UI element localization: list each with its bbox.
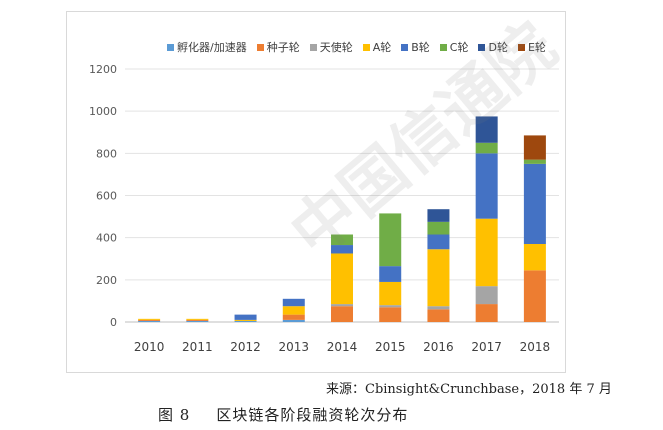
bar-2015-3 (379, 281, 402, 306)
bar-2016-2 (427, 306, 450, 310)
bar-2012-4 (234, 314, 257, 320)
x-tick-label-2017: 2017 (471, 340, 502, 354)
legend-swatch-2 (309, 43, 317, 51)
legend-item-1: 种子轮 (256, 39, 300, 55)
legend-swatch-1 (256, 43, 264, 51)
x-tick-label-2012: 2012 (230, 340, 261, 354)
bar-2011-3 (186, 318, 209, 320)
bar-2015-4 (379, 266, 402, 282)
y-tick-label-1000: 1000 (89, 105, 117, 118)
bar-2011-0 (186, 320, 209, 322)
legend-label-5: C轮 (449, 41, 469, 54)
chart-legend: 孵化器/加速器 种子轮 天使轮 A轮 B轮 C轮 D轮 E轮 (167, 39, 546, 55)
bar-2016-4 (427, 234, 450, 250)
legend-label-0: 孵化器/加速器 (177, 41, 247, 54)
bar-2016-5 (427, 221, 450, 235)
legend-item-6: D轮 (478, 39, 508, 55)
x-tick-label-2014: 2014 (327, 340, 358, 354)
bar-2010-1 (138, 319, 161, 321)
x-tick-label-2013: 2013 (279, 340, 310, 354)
bar-2014-5 (331, 234, 353, 246)
legend-swatch-4 (401, 43, 409, 51)
legend-swatch-7 (517, 43, 525, 51)
legend-label-6: D轮 (488, 41, 508, 54)
bar-2014-4 (331, 245, 353, 254)
figure-caption: 图 8 区块链各阶段融资轮次分布 (158, 404, 408, 425)
y-tick-label-0: 0 (110, 316, 117, 329)
source-note: 来源：Cbinsight&Crunchbase，2018 年 7 月 (326, 382, 612, 397)
stacked-bar-chart: 0 200 400 600 800 1000 1200 2010 2011 2012 2013 201… (89, 63, 559, 354)
bar-2018-1 (523, 270, 546, 322)
legend-item-4: B轮 (401, 39, 430, 55)
bar-2014-2 (331, 304, 353, 307)
bar-2015-1 (379, 307, 402, 322)
bar-2012-0 (234, 320, 257, 322)
x-tick-label-2016: 2016 (423, 340, 454, 354)
legend-label-4: B轮 (411, 41, 430, 54)
bar-2016-6 (427, 209, 450, 222)
bar-2017-5 (475, 142, 498, 154)
bar-2017-1 (475, 304, 498, 322)
bar-2017-4 (475, 153, 498, 219)
bar-2014-3 (331, 253, 353, 305)
legend-label-7: E轮 (527, 41, 546, 54)
bar-2010-3 (138, 318, 161, 320)
x-tick-label-2010: 2010 (134, 340, 165, 354)
legend-item-3: A轮 (362, 39, 392, 55)
figure-number: 图 8 (158, 406, 191, 424)
bar-2018-4 (523, 163, 546, 244)
bar-2017-3 (475, 218, 498, 287)
x-tick-label-2011: 2011 (182, 340, 213, 354)
bar-2011-1 (186, 319, 209, 321)
legend-label-2: 天使轮 (319, 41, 353, 54)
bar-2018-3 (523, 243, 546, 271)
bar-2017-6 (475, 116, 498, 143)
legend-item-7: E轮 (517, 39, 546, 55)
figure-title: 区块链各阶段融资轮次分布 (216, 406, 409, 424)
x-tick-label-2018: 2018 (520, 340, 551, 354)
bar-2016-1 (427, 309, 450, 322)
bar-2013-0 (282, 319, 305, 322)
bar-2013-1 (282, 314, 305, 320)
bar-2017-2 (475, 286, 498, 305)
bar-2015-2 (379, 305, 402, 308)
bar-2014-1 (331, 306, 353, 322)
x-tick-label-2015: 2015 (375, 340, 406, 354)
bar-2013-4 (282, 298, 305, 307)
bar-2012-3 (234, 319, 257, 321)
legend-swatch-5 (439, 43, 447, 51)
legend-label-3: A轮 (372, 41, 392, 54)
bar-2016-3 (427, 249, 450, 307)
legend-item-2: 天使轮 (309, 39, 353, 55)
legend-item-5: C轮 (439, 39, 469, 55)
y-tick-label-200: 200 (96, 274, 117, 287)
y-tick-label-1200: 1200 (89, 63, 117, 76)
legend-item-0: 孵化器/加速器 (167, 39, 247, 55)
bar-2010-0 (138, 320, 161, 322)
bar-2018-7 (523, 135, 546, 160)
y-tick-label-600: 600 (96, 190, 117, 203)
legend-swatch-3 (362, 43, 370, 51)
legend-swatch-0 (167, 43, 174, 51)
legend-label-1: 种子轮 (266, 41, 300, 54)
chart-frame: 0 200 400 600 800 1000 1200 2010 2011 2012 2013 201… (66, 11, 566, 373)
bar-2015-5 (379, 213, 402, 267)
bar-2013-3 (282, 306, 305, 315)
y-tick-label-800: 800 (96, 147, 117, 160)
legend-swatch-6 (478, 43, 486, 51)
bar-2018-5 (523, 159, 546, 164)
y-tick-label-400: 400 (96, 232, 117, 245)
